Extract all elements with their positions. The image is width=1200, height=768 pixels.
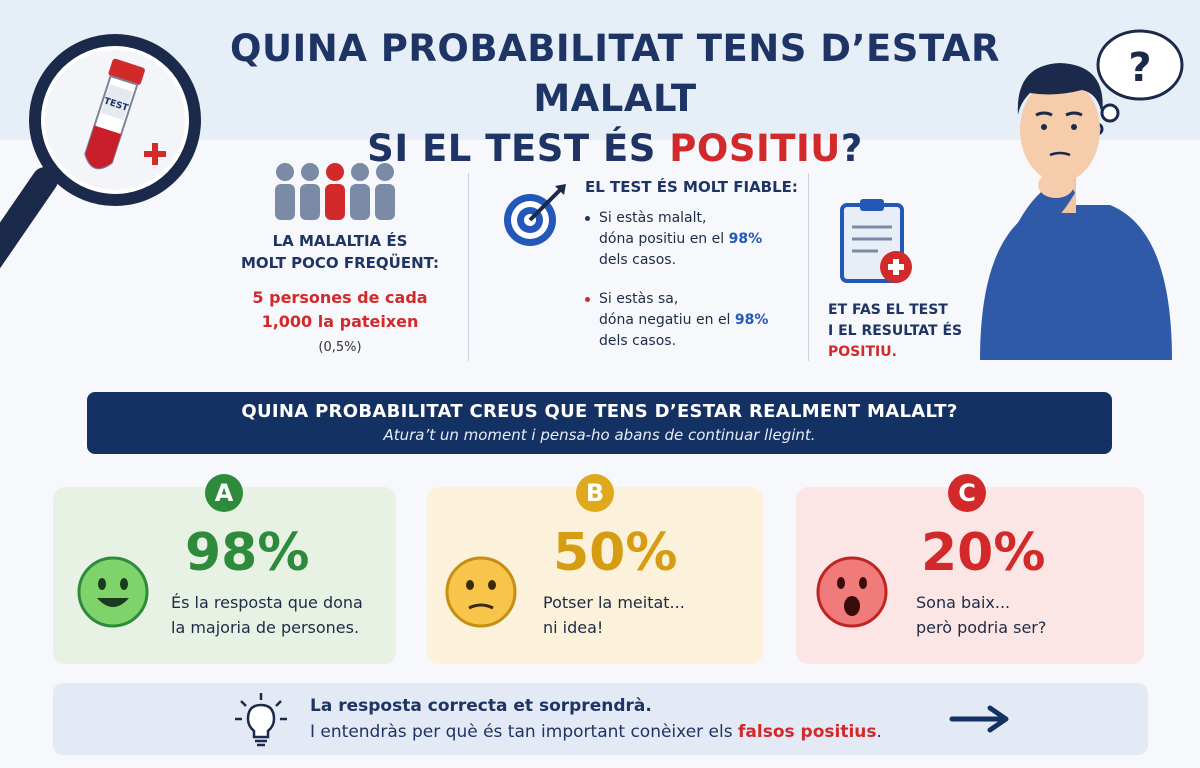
footer-line-2-suffix: .: [876, 722, 882, 742]
option-b-line-2: ni idea!: [543, 618, 604, 637]
sensitivity-line-3: dels casos.: [599, 252, 677, 268]
option-a-card[interactable]: A 98% És la resposta que dona la majoria…: [53, 474, 396, 664]
option-b-line-1: Potser la meitat...: [543, 593, 685, 612]
option-a-line-1: És la resposta que dona: [171, 593, 363, 612]
title-line-2: SI EL TEST ÉS POSITIU?: [200, 124, 1030, 174]
title-line-2-prefix: SI EL TEST ÉS: [367, 127, 670, 170]
prevalence-stat-line-2: 1,000 la pateixen: [261, 312, 419, 331]
option-c-card[interactable]: C 20% Sona baix... però podria ser?: [796, 474, 1144, 664]
result-line-1: ET FAS EL TEST: [828, 302, 948, 318]
banner-subtitle: Atura’t un moment i pensa-ho abans de co…: [383, 426, 816, 444]
footer-line-1: La resposta correcta et sorprendrà.: [310, 696, 652, 716]
specificity-prefix: dóna negatiu en el: [599, 312, 735, 328]
people-group-icon: [275, 163, 395, 220]
question-mark: ?: [1128, 45, 1151, 91]
neutral-face-icon: [445, 556, 517, 628]
surprised-face-icon: [816, 556, 888, 628]
footer-line-2: I entendràs per què és tan important con…: [310, 721, 882, 743]
option-b-value: 50%: [553, 523, 678, 583]
column-divider: [808, 173, 809, 361]
clipboard-icon: [840, 199, 912, 283]
option-c-line-1: Sona baix...: [916, 593, 1011, 612]
question-banner: QUINA PROBABILITAT CREUS QUE TENS D’ESTA…: [87, 392, 1112, 454]
result-line-2: I EL RESULTAT ÉS: [828, 323, 963, 339]
specificity-value: 98%: [734, 312, 769, 328]
sensitivity-value: 98%: [728, 231, 763, 247]
prevalence-heading-line-1: LA MALALTIA ÉS: [272, 232, 408, 250]
sensitivity-prefix: dóna positiu en el: [599, 231, 729, 247]
page-title: QUINA PROBABILITAT TENS D’ESTAR MALALT S…: [200, 24, 1030, 174]
option-b-description: Potser la meitat... ni idea!: [543, 590, 685, 640]
reliability-heading: EL TEST ÉS MOLT FIABLE:: [585, 178, 798, 196]
sensitivity-line-1: Si estàs malalt,: [599, 210, 707, 226]
footer-panel: La resposta correcta et sorprendrà. I en…: [53, 683, 1148, 755]
prevalence-info: LA MALALTIA ÉS MOLT POCO FREQÜENT: 5 per…: [230, 160, 450, 355]
arrow-right-icon[interactable]: [948, 703, 1012, 735]
option-a-letter: A: [205, 474, 243, 512]
specificity-line-3: dels casos.: [599, 333, 677, 349]
option-a-value: 98%: [185, 523, 310, 583]
option-b-letter: B: [576, 474, 614, 512]
title-highlight: POSITIU: [669, 127, 841, 170]
prevalence-percent: (0,5%): [318, 340, 362, 355]
option-c-line-2: però podria ser?: [916, 618, 1047, 637]
result-line-3: POSITIU.: [828, 344, 897, 360]
magnifying-glass-icon: TEST: [0, 34, 201, 269]
sensitivity-line-2: dóna positiu en el 98%: [599, 229, 805, 250]
specificity-bullet: Si estàs sa, dóna negatiu en el 98% dels…: [585, 289, 805, 352]
option-a-line-2: la majoria de persones.: [171, 618, 360, 637]
lightbulb-icon: [235, 693, 287, 747]
footer-line-2-prefix: I entendràs per què és tan important con…: [310, 722, 738, 742]
happy-face-icon: [77, 556, 149, 628]
title-line-2-suffix: ?: [840, 127, 863, 170]
prevalence-stat: 5 persones de cada 1,000 la pateixen: [230, 286, 450, 334]
target-icon: [504, 184, 566, 246]
column-divider: [468, 173, 469, 361]
option-a-description: És la resposta que dona la majoria de pe…: [171, 590, 363, 640]
title-line-1: QUINA PROBABILITAT TENS D’ESTAR MALALT: [230, 27, 1000, 120]
specificity-line-1: Si estàs sa,: [599, 291, 679, 307]
prevalence-stat-line-1: 5 persones de cada: [252, 288, 428, 307]
prevalence-heading-line-2: MOLT POCO FREQÜENT:: [240, 254, 440, 272]
banner-question: QUINA PROBABILITAT CREUS QUE TENS D’ESTA…: [241, 401, 958, 422]
option-c-value: 20%: [921, 523, 1046, 583]
sensitivity-bullet: Si estàs malalt, dóna positiu en el 98% …: [585, 208, 805, 271]
option-c-description: Sona baix... però podria ser?: [916, 590, 1046, 640]
thinking-person-illustration: ?: [980, 29, 1184, 360]
result-heading: ET FAS EL TEST I EL RESULTAT ÉS POSITIU.: [828, 300, 988, 363]
prevalence-heading: LA MALALTIA ÉS MOLT POCO FREQÜENT:: [230, 230, 450, 274]
test-reliability-info: EL TEST ÉS MOLT FIABLE: Si estàs malalt,…: [585, 176, 805, 352]
footer-highlight: falsos positius: [738, 722, 877, 742]
result-info: ET FAS EL TEST I EL RESULTAT ÉS POSITIU.: [828, 300, 988, 363]
option-b-card[interactable]: B 50% Potser la meitat... ni idea!: [427, 474, 763, 664]
option-c-letter: C: [948, 474, 986, 512]
specificity-line-2: dóna negatiu en el 98%: [599, 310, 805, 331]
